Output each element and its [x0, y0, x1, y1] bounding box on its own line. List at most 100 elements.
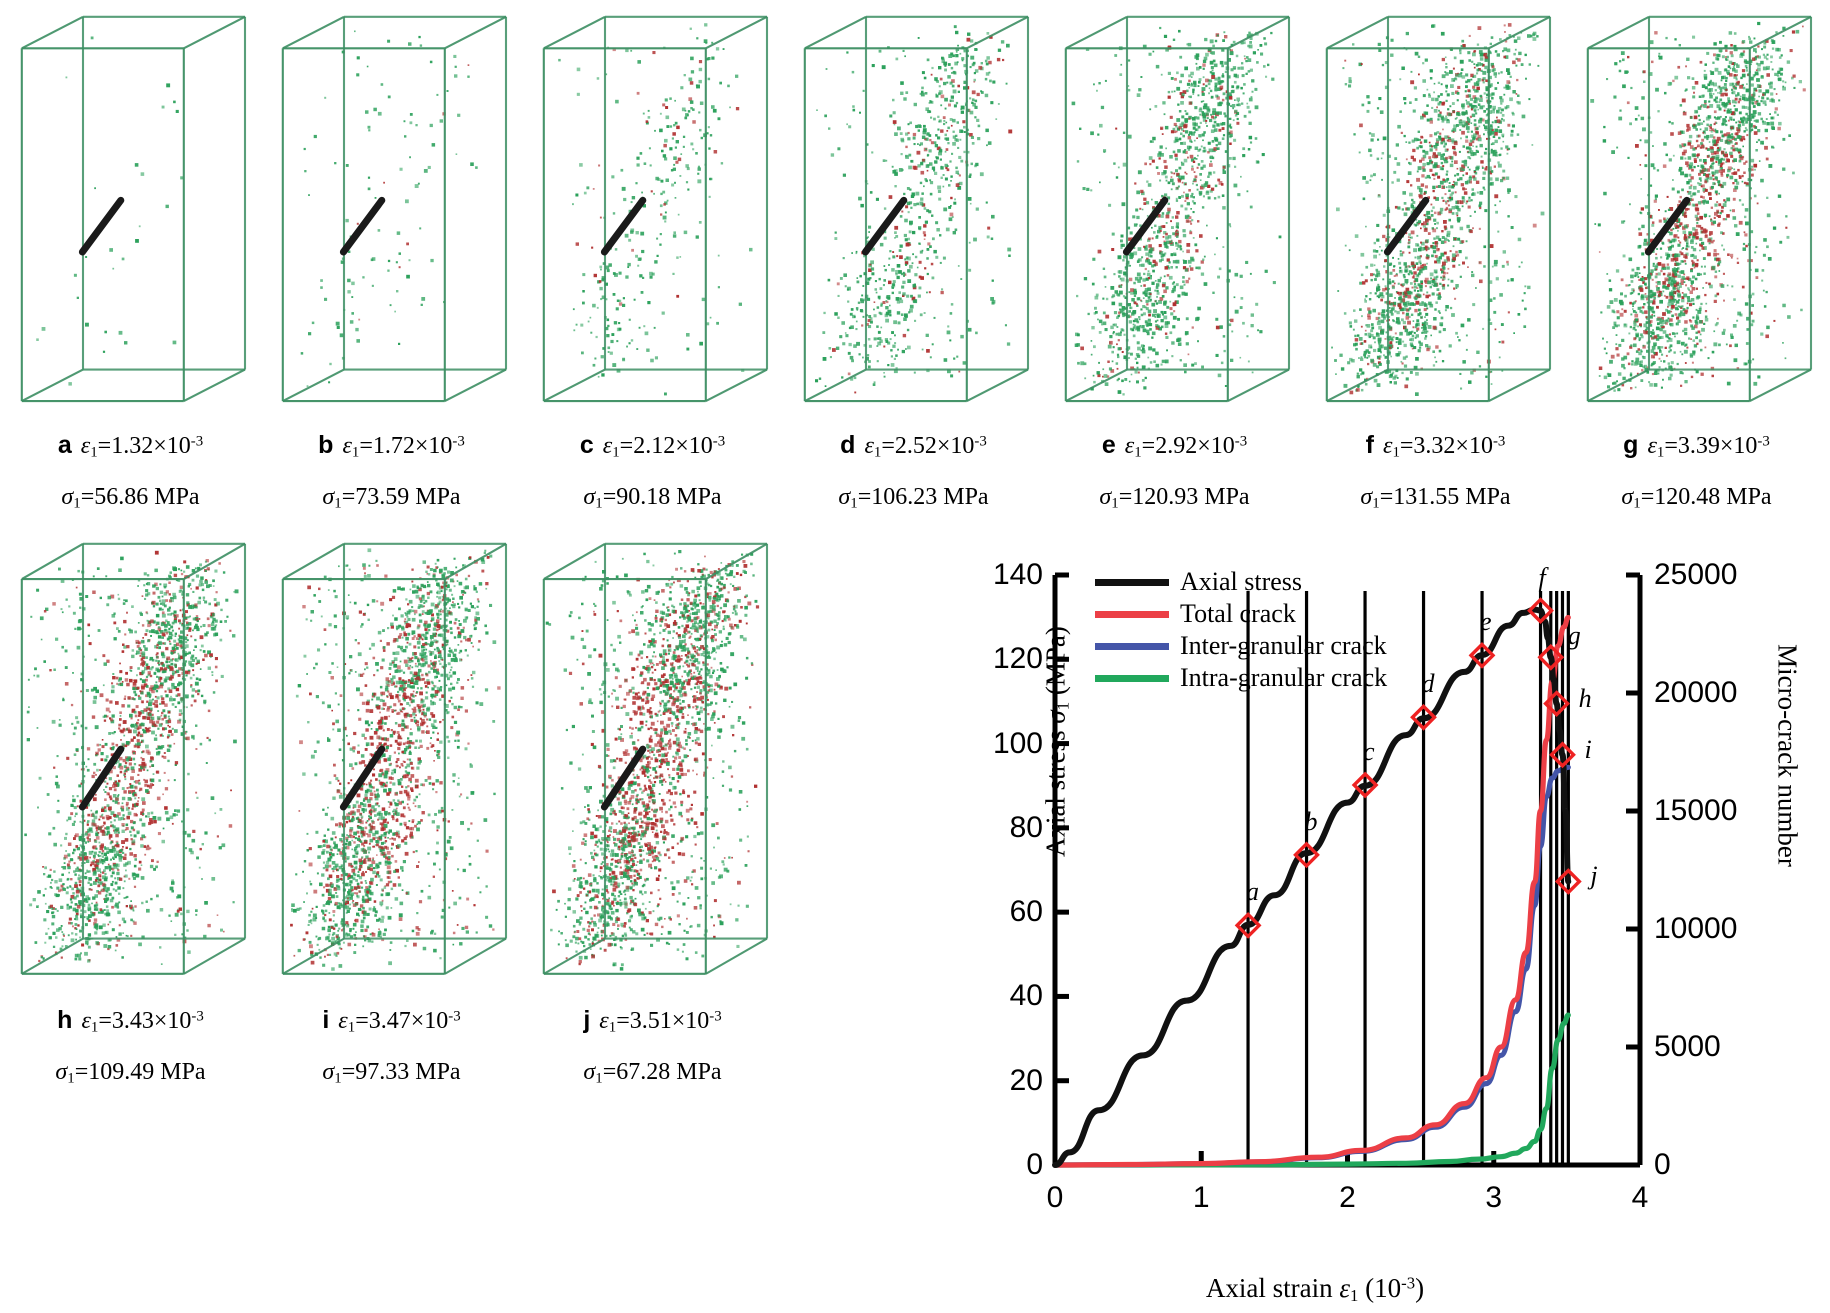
- pre-existing-flaw: [82, 200, 120, 252]
- x-tick: 1: [1193, 1181, 1210, 1215]
- marker-label-d: d: [1422, 669, 1435, 699]
- specimen-box: [11, 0, 251, 420]
- panel-stress-value: σ1=56.86 MPa: [0, 479, 261, 516]
- marker-label-b: b: [1305, 807, 1318, 837]
- panel-caption: g ε1=3.39×10-3 σ1=120.48 MPa: [1566, 426, 1827, 516]
- marker-label-f: f: [1539, 563, 1546, 593]
- panel-strain-value: ε1=3.43×10-3: [81, 1008, 203, 1034]
- panel-caption: d ε1=2.52×10-3 σ1=106.23 MPa: [783, 426, 1044, 516]
- specimen-viewport: [272, 0, 512, 420]
- series-intra-granular-crack: [1055, 1015, 1568, 1165]
- x-tick: 3: [1485, 1181, 1502, 1215]
- specimen-box: [1316, 0, 1556, 420]
- panel-stress-value: σ1=109.49 MPa: [0, 1054, 261, 1091]
- specimen-box: [1577, 0, 1817, 420]
- x-tick: 0: [1047, 1181, 1064, 1215]
- specimen-box: [533, 0, 773, 420]
- panel-stress-value: σ1=106.23 MPa: [783, 479, 1044, 516]
- panel-stress-value: σ1=90.18 MPa: [522, 479, 783, 516]
- y-tick-right: 5000: [1654, 1030, 1721, 1064]
- marker-label-j: j: [1590, 861, 1597, 891]
- y-tick-left: 60: [1010, 895, 1043, 929]
- panel-caption: h ε1=3.43×10-3 σ1=109.49 MPa: [0, 1001, 261, 1091]
- panel-strain-value: ε1=3.51×10-3: [599, 1008, 721, 1034]
- specimen-viewport: [533, 525, 773, 995]
- specimen-panel-i: i ε1=3.47×10-3 σ1=97.33 MPa: [261, 525, 522, 1091]
- legend-item: Inter-granular crack: [1095, 631, 1387, 661]
- panel-label: g: [1623, 431, 1638, 459]
- marker-label-a: a: [1246, 877, 1259, 907]
- specimen-viewport: [11, 525, 251, 995]
- y-tick-left: 20: [1010, 1064, 1043, 1098]
- marker-label-e: e: [1480, 607, 1492, 637]
- marker-label-g: g: [1568, 621, 1581, 651]
- y-tick-right: 0: [1654, 1148, 1671, 1182]
- y-tick-left: 120: [993, 642, 1043, 676]
- legend-label: Axial stress: [1180, 567, 1302, 597]
- panel-label: b: [318, 431, 333, 459]
- specimen-panel-e: e ε1=2.92×10-3 σ1=120.93 MPa: [1044, 0, 1305, 516]
- panel-caption: i ε1=3.47×10-3 σ1=97.33 MPa: [261, 1001, 522, 1091]
- panel-strain-value: ε1=3.32×10-3: [1383, 433, 1505, 459]
- y-tick-left: 100: [993, 727, 1043, 761]
- panel-stress-value: σ1=73.59 MPa: [261, 479, 522, 516]
- panel-strain-value: ε1=2.52×10-3: [864, 433, 986, 459]
- pre-existing-flaw: [343, 200, 381, 252]
- specimen-viewport: [1577, 0, 1817, 420]
- specimen-viewport: [1316, 0, 1556, 420]
- panel-label: i: [322, 1006, 329, 1034]
- marker-label-i: i: [1584, 735, 1591, 765]
- legend-item: Axial stress: [1095, 567, 1387, 597]
- panel-label: f: [1366, 431, 1374, 459]
- x-tick: 4: [1632, 1181, 1649, 1215]
- specimen-viewport: [11, 0, 251, 420]
- legend-item: Intra-granular crack: [1095, 663, 1387, 693]
- panel-strain-value: ε1=3.39×10-3: [1647, 433, 1769, 459]
- legend-swatch-icon: [1095, 579, 1169, 586]
- y-tick-left: 0: [1026, 1148, 1043, 1182]
- specimen-viewport: [794, 0, 1034, 420]
- y-tick-left: 40: [1010, 979, 1043, 1013]
- panel-strain-value: ε1=2.92×10-3: [1125, 433, 1247, 459]
- legend-label: Total crack: [1180, 599, 1296, 629]
- panel-label: d: [840, 431, 855, 459]
- specimen-box: [794, 0, 1034, 420]
- panel-caption: b ε1=1.72×10-3 σ1=73.59 MPa: [261, 426, 522, 516]
- legend-label: Inter-granular crack: [1180, 631, 1387, 661]
- panel-label: c: [580, 431, 594, 459]
- panel-label: h: [57, 1006, 72, 1034]
- panel-label: e: [1102, 431, 1116, 459]
- specimen-viewport: [1055, 0, 1295, 420]
- y-tick-left: 80: [1010, 811, 1043, 845]
- panel-strain-value: ε1=3.47×10-3: [338, 1008, 460, 1034]
- panel-stress-value: σ1=97.33 MPa: [261, 1054, 522, 1091]
- specimen-box: [272, 525, 512, 995]
- legend-item: Total crack: [1095, 599, 1387, 629]
- pre-existing-flaw: [604, 200, 642, 252]
- y-tick-right: 25000: [1654, 558, 1737, 592]
- panel-stress-value: σ1=120.48 MPa: [1566, 479, 1827, 516]
- panel-stress-value: σ1=120.93 MPa: [1044, 479, 1305, 516]
- specimen-panel-h: h ε1=3.43×10-3 σ1=109.49 MPa: [0, 525, 261, 1091]
- legend-swatch-icon: [1095, 611, 1169, 618]
- legend-label: Intra-granular crack: [1180, 663, 1387, 693]
- panel-label: j: [583, 1006, 590, 1034]
- y-tick-right: 20000: [1654, 676, 1737, 710]
- legend-swatch-icon: [1095, 675, 1169, 682]
- y-tick-right: 15000: [1654, 794, 1737, 828]
- panel-strain-value: ε1=1.72×10-3: [342, 433, 464, 459]
- specimen-box: [533, 525, 773, 995]
- stress-strain-crack-chart: Axial stress σ1 (MPa) Micro-crack number…: [905, 555, 1830, 1308]
- y-tick-left: 140: [993, 558, 1043, 592]
- panel-label: a: [58, 431, 72, 459]
- specimen-panel-d: d ε1=2.52×10-3 σ1=106.23 MPa: [783, 0, 1044, 516]
